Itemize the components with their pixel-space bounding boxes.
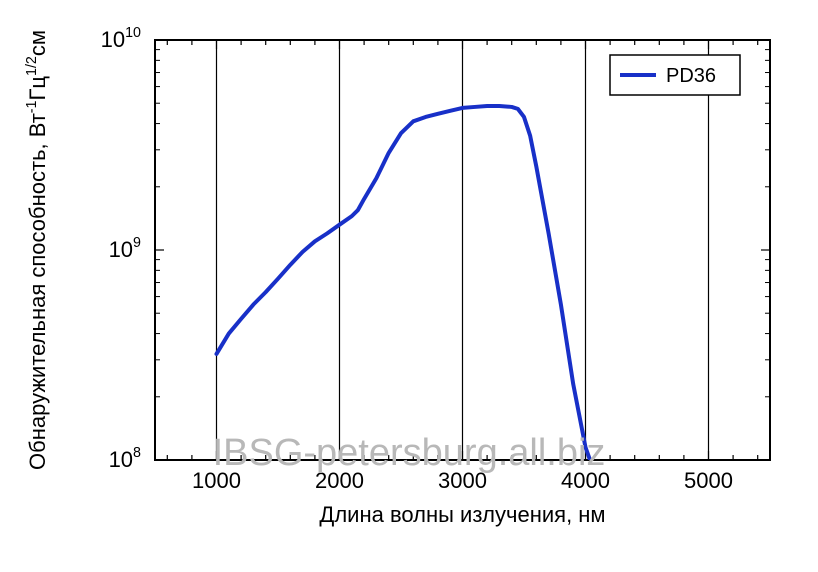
svg-text:5000: 5000: [684, 468, 733, 493]
svg-text:PD36: PD36: [666, 65, 716, 87]
svg-text:2000: 2000: [315, 468, 364, 493]
svg-text:Длина волны излучения, нм: Длина волны излучения, нм: [319, 502, 605, 527]
svg-text:Обнаружительная способность, В: Обнаружительная способность, Вт-1Гц1/2см: [24, 30, 50, 470]
svg-text:1000: 1000: [192, 468, 241, 493]
svg-text:4000: 4000: [561, 468, 610, 493]
chart-container: 100020003000400050001081091010PD36Длина …: [0, 0, 818, 572]
chart-svg: 100020003000400050001081091010PD36Длина …: [0, 0, 818, 572]
svg-text:3000: 3000: [438, 468, 487, 493]
